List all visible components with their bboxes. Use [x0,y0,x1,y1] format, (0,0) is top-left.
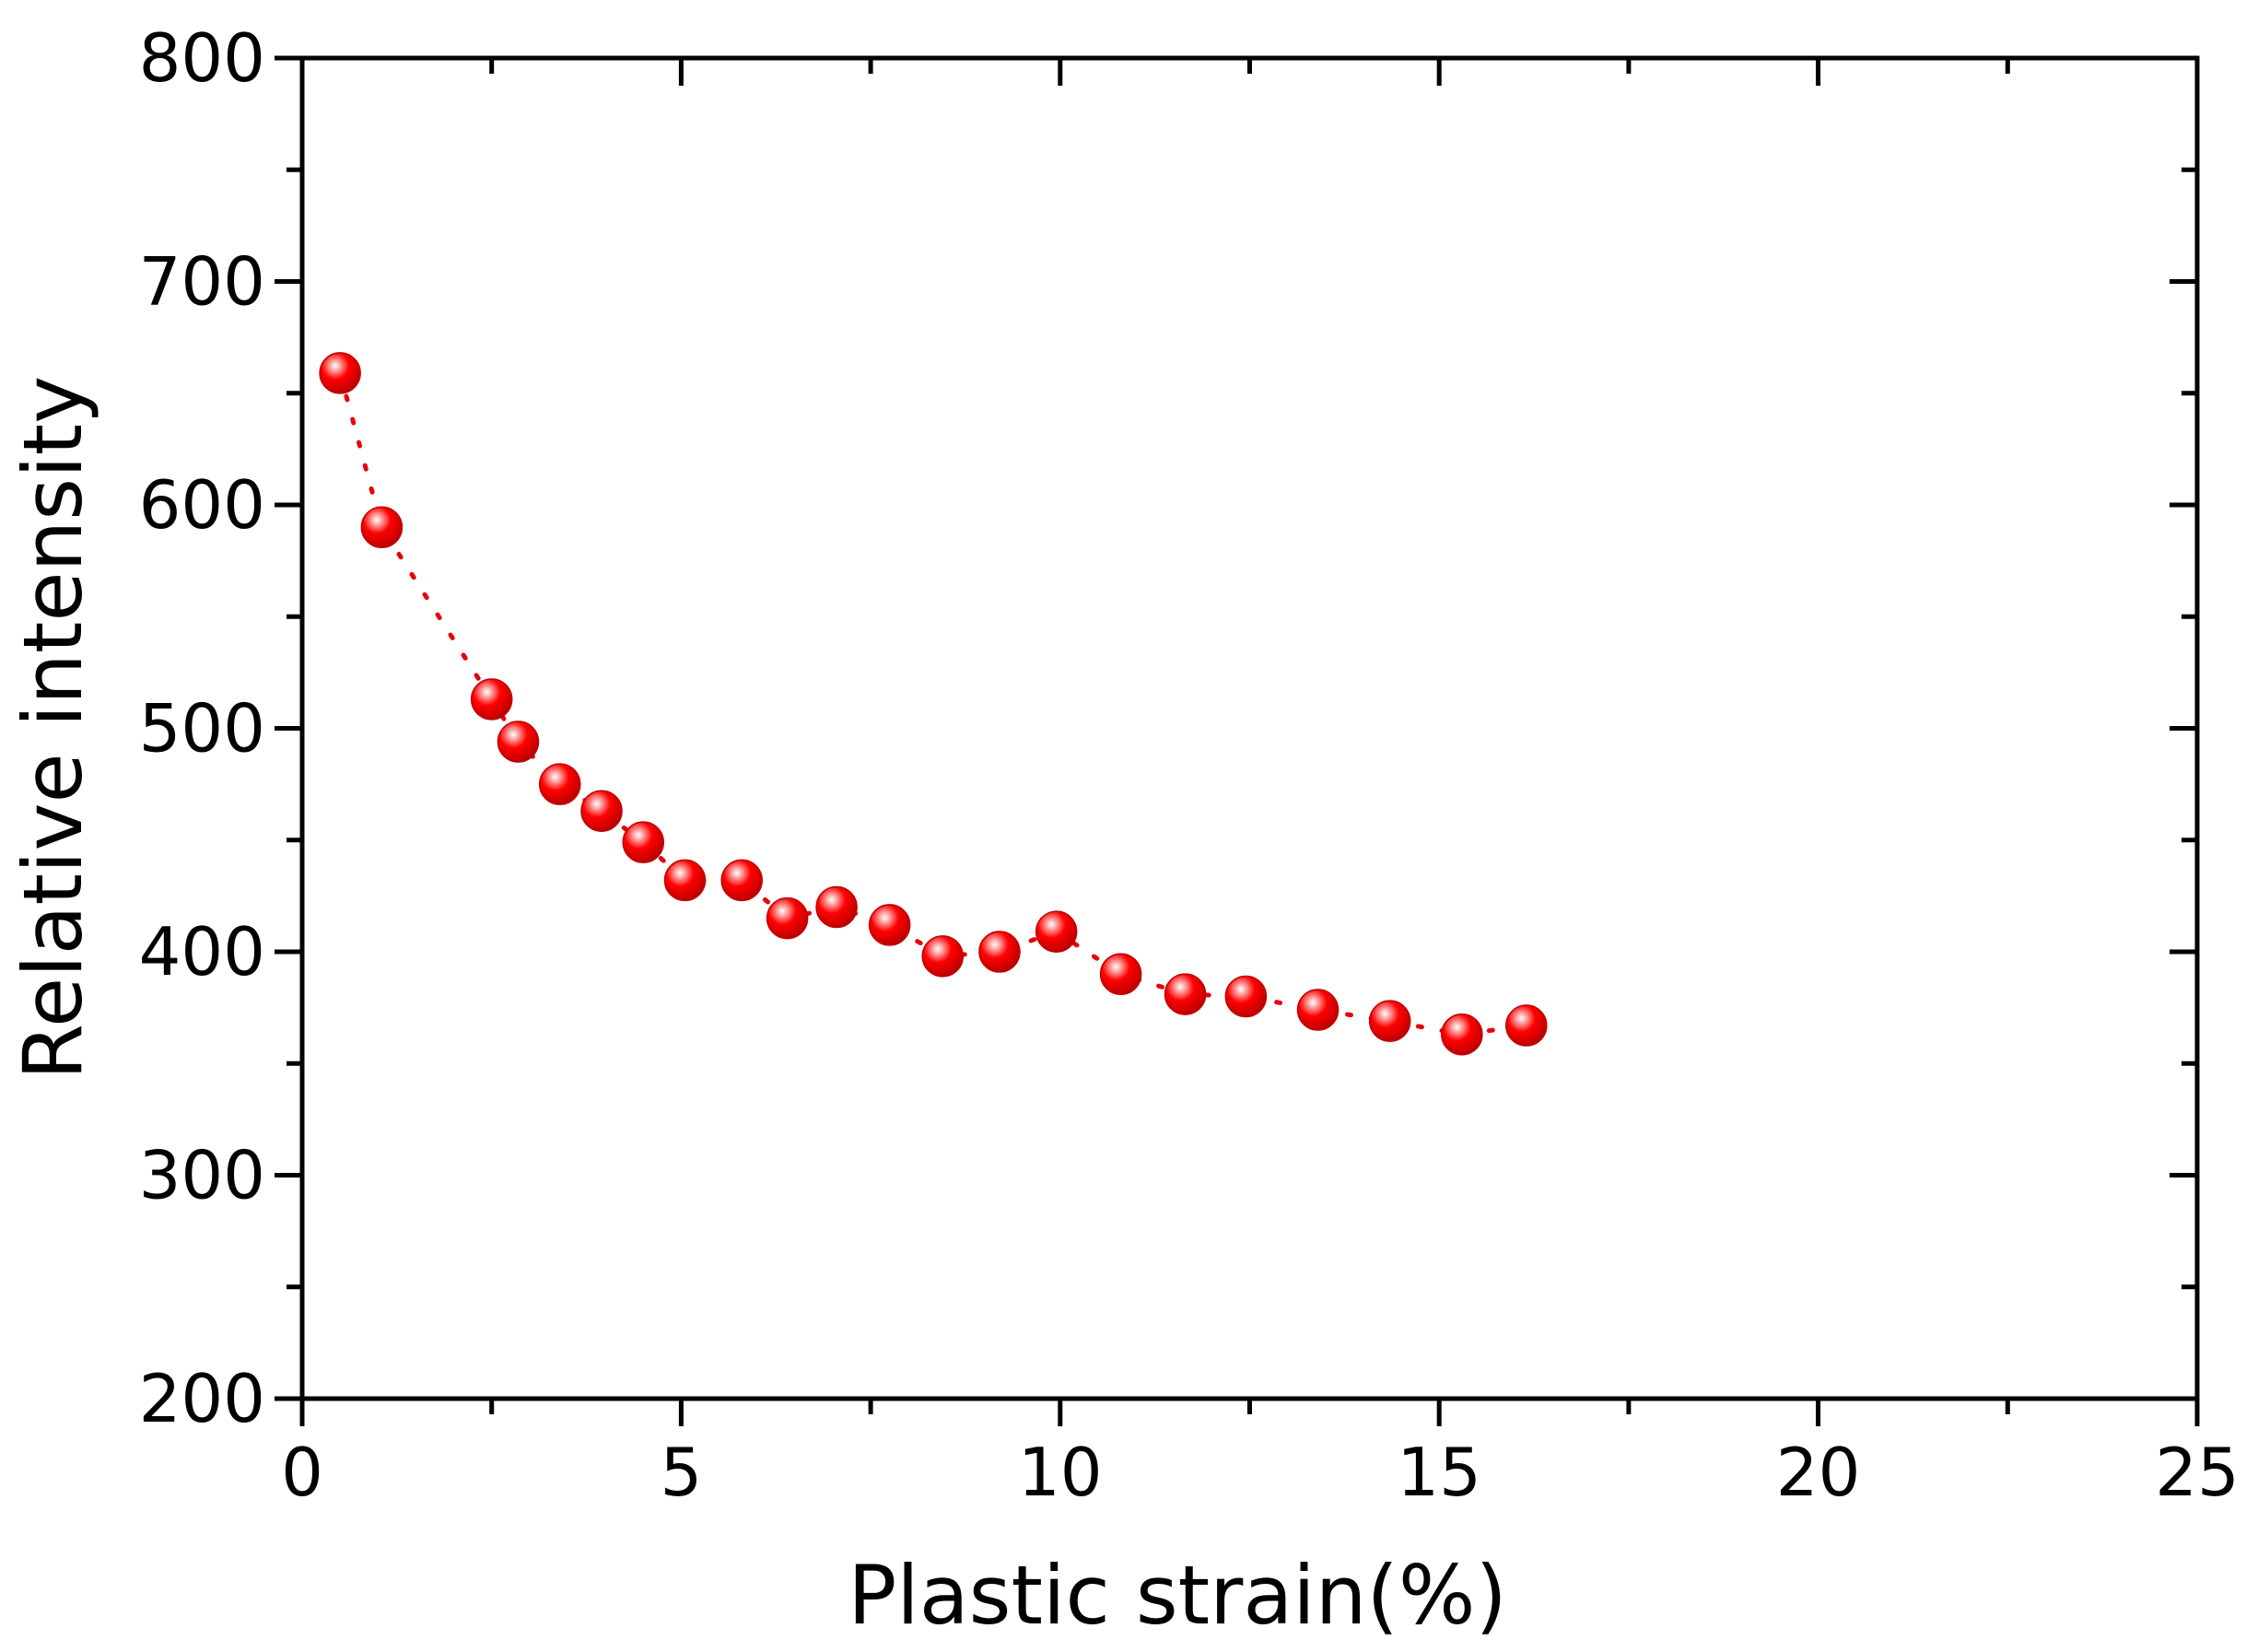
y-tick-label: 600 [139,466,265,544]
data-points [319,352,1548,1056]
data-point [1224,975,1268,1018]
y-axis-tick-labels: 200 300 400 500 600 700 800 [139,19,265,1437]
x-tick-label: 5 [660,1434,702,1511]
y-tick-label: 200 [139,1360,265,1437]
x-axis-tick-labels: 0 5 10 15 20 25 [281,1434,2240,1511]
y-tick-label: 400 [139,913,265,990]
series-connector-line [337,370,1529,1037]
data-point [815,885,858,929]
x-tick-label: 10 [1018,1434,1103,1511]
y-tick-label: 500 [139,690,265,767]
y-axis-ticks [275,55,2197,1401]
data-point [1035,910,1078,953]
data-point [663,859,707,902]
data-point [1164,973,1207,1015]
data-point [1099,953,1142,995]
y-tick-label: 300 [139,1137,265,1214]
y-tick-label: 700 [139,243,265,321]
x-axis-title: Plastic strain(%) [848,1548,1507,1643]
x-tick-label: 15 [1397,1434,1481,1511]
data-point [470,678,513,721]
data-point [539,763,581,805]
data-point [360,506,404,548]
data-point [868,904,911,946]
x-tick-label: 0 [281,1434,323,1511]
data-point [1368,1000,1411,1042]
x-tick-label: 25 [2155,1434,2240,1511]
data-point [978,931,1021,973]
plot-frame [299,55,2200,1401]
y-tick-label: 800 [139,19,265,97]
data-point [921,935,965,978]
data-point [766,896,809,940]
data-point [720,859,763,902]
x-axis-ticks [299,58,2200,1426]
data-point [1441,1013,1483,1056]
data-point [622,821,665,863]
data-point [497,721,540,763]
data-point [580,790,623,832]
y-axis-title: Relative intensity [6,376,100,1080]
data-point [1296,989,1339,1031]
x-tick-label: 20 [1776,1434,1861,1511]
data-point [319,352,361,394]
data-point [1505,1004,1548,1047]
